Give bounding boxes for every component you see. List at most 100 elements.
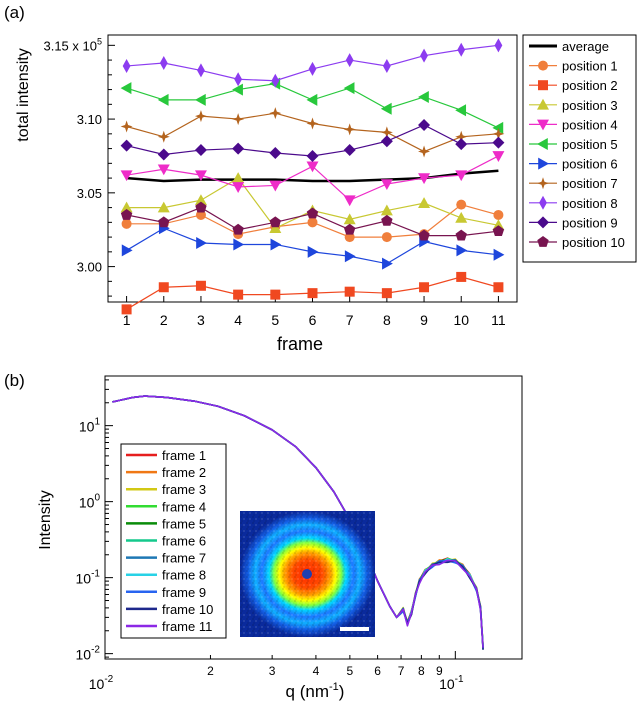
data-point [121, 244, 133, 257]
data-point [456, 271, 467, 282]
y-tick-exp: -2 [91, 645, 100, 656]
data-point [381, 232, 392, 243]
saxs-pattern-inset [240, 511, 375, 637]
data-point [455, 211, 468, 223]
x-tick-label: 11 [491, 312, 506, 328]
data-point [269, 216, 282, 228]
data-point [120, 82, 132, 95]
legend-entry: average [529, 39, 609, 54]
y-tick-exp: 0 [94, 493, 100, 504]
panel-a-label: (a) [4, 3, 25, 22]
inset-beamstop [302, 569, 312, 579]
data-point [418, 173, 431, 185]
y-tick-base: 10 [76, 647, 92, 663]
series-position-4 [120, 151, 505, 207]
data-point [233, 238, 245, 251]
data-point [380, 204, 393, 216]
data-point [380, 179, 393, 190]
legend-label: frame 5 [162, 516, 206, 531]
data-point [419, 282, 430, 293]
data-point [343, 213, 356, 225]
x-minor-tick-label: 2 [207, 664, 214, 678]
panel-b-plot-area [104, 375, 523, 660]
legend-label: position 3 [562, 98, 618, 113]
data-point [455, 138, 468, 151]
data-point [234, 72, 243, 87]
legend-label: frame 7 [162, 551, 206, 566]
series-position-2 [121, 271, 504, 315]
data-point [455, 170, 468, 182]
data-point [382, 257, 393, 270]
data-point [343, 144, 356, 157]
data-point [157, 201, 170, 213]
data-point [343, 82, 355, 95]
data-point [195, 280, 206, 291]
legend-entry: frame 1 [126, 448, 206, 463]
x-minor-tick-label: 6 [374, 664, 381, 678]
legend-label: frame 8 [162, 568, 206, 583]
data-point [455, 104, 467, 117]
x-minor-tick-label: 7 [398, 664, 405, 678]
inset-scale-bar [340, 627, 369, 631]
panel-b-x-tick-labels: 10-2 10-12 3 4 5 6 7 8 9 [89, 664, 464, 692]
series-position-7 [120, 107, 505, 158]
x-tick-exp: -1 [455, 674, 464, 685]
x-minor-tick-label: 9 [436, 664, 443, 678]
legend-entry: frame 10 [126, 602, 213, 617]
legend-entry: position 7 [529, 176, 618, 191]
legend-marker [537, 177, 549, 190]
panel-b-ticks [104, 379, 456, 659]
data-point [232, 223, 244, 235]
series-position-5 [120, 77, 504, 134]
data-point [120, 201, 133, 213]
legend-marker [537, 138, 548, 150]
legend-entry: position 6 [529, 157, 618, 172]
legend-entry: position 3 [529, 98, 618, 113]
x-tick-label: 9 [420, 312, 428, 328]
legend-label: frame 9 [162, 585, 206, 600]
panel-a-ticks [108, 44, 499, 302]
legend-label: position 2 [562, 78, 618, 93]
data-point [194, 110, 207, 123]
y-tick-value: 3.15 [43, 38, 68, 53]
legend-label: frame 2 [162, 465, 206, 480]
data-point [122, 58, 131, 73]
data-point [306, 161, 319, 173]
panel-b-curves [112, 395, 484, 650]
legend-entry: frame 2 [126, 465, 206, 480]
data-point [157, 93, 169, 106]
legend-marker [538, 157, 549, 170]
x-tick-label: 8 [383, 312, 391, 328]
legend-entry: position 10 [529, 235, 625, 250]
legend-label: position 9 [562, 215, 618, 230]
legend-entry: frame 3 [126, 482, 206, 497]
legend-entry: position 2 [529, 78, 618, 93]
y-tick-label: 3.10 [77, 112, 102, 127]
data-point [382, 58, 391, 73]
data-point [157, 130, 170, 143]
data-point [269, 147, 282, 160]
data-point [343, 195, 356, 207]
legend-entry: frame 5 [126, 516, 206, 531]
y-tick-label: 3.00 [77, 260, 102, 275]
x-tick-label: 10-1 [439, 674, 464, 692]
data-point [120, 170, 133, 182]
data-point [306, 149, 319, 162]
data-point [493, 209, 504, 220]
legend-label: position 1 [562, 59, 618, 74]
data-point [307, 217, 318, 228]
data-point [157, 148, 170, 161]
panel-a-x-axis-label: frame [277, 334, 323, 354]
data-point [194, 144, 207, 157]
data-point [271, 73, 280, 88]
y-tick-label: 10-1 [76, 569, 101, 587]
data-point [494, 38, 503, 53]
legend-label: frame 10 [162, 602, 213, 617]
panel-b-x-axis-label: q (nm-1) [286, 681, 345, 701]
y-tick-label: 100 [79, 493, 101, 511]
data-point [120, 139, 133, 152]
legend-label: frame 6 [162, 534, 206, 549]
data-point [306, 207, 319, 219]
legend-entry: frame 8 [126, 568, 206, 583]
